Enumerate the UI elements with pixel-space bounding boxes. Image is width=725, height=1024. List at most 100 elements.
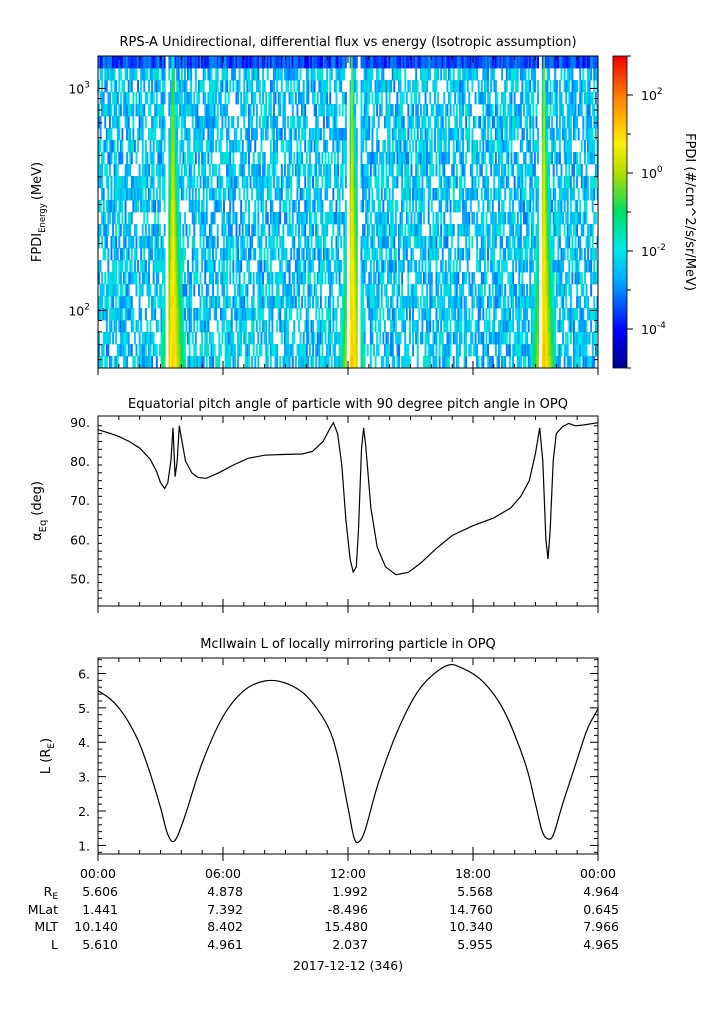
spectrogram-cell [463, 320, 466, 333]
spectrogram-cell [318, 332, 321, 345]
spectrogram-cell [430, 284, 433, 297]
spectrogram-cell [323, 116, 325, 129]
spectrogram-cell [249, 308, 252, 321]
spectrogram-cell [491, 200, 494, 213]
spectrogram-cell [154, 284, 157, 297]
spectrogram-cell [341, 356, 344, 368]
spectrogram-cell [238, 296, 241, 309]
spectrogram-cell [179, 272, 182, 285]
spectrogram-cell [493, 236, 496, 249]
spectrogram-cell [116, 128, 119, 141]
spectrogram-cell [168, 332, 171, 345]
spectrogram-cell [394, 140, 397, 153]
spectrogram-cell [187, 272, 190, 285]
spectrogram-cell [212, 140, 215, 153]
spectrogram-cell [191, 332, 194, 345]
spectrogram-cell [468, 272, 471, 285]
spectrogram-cell [524, 176, 527, 189]
spectrogram-cell [529, 188, 532, 201]
spectrogram-cell [101, 152, 104, 165]
spectrogram-cell [329, 308, 332, 321]
spectrogram-cell [549, 356, 552, 368]
spectrogram-cell [574, 128, 577, 141]
spectrogram-cell [474, 320, 477, 333]
spectrogram-cell [352, 224, 355, 237]
spectrogram-cell [548, 224, 550, 237]
spectrogram-cell [135, 152, 138, 165]
spectrogram-cell [504, 140, 507, 153]
spectrogram-cell [99, 140, 102, 153]
spectrogram-cell [333, 260, 336, 273]
spectrogram-cell [180, 116, 183, 129]
spectrogram-cell [176, 224, 179, 237]
spectrogram-cell [198, 128, 200, 141]
spectrogram-cell [444, 128, 447, 141]
spectrogram-cell [441, 116, 444, 129]
spectrogram-cell [593, 248, 596, 261]
spectrogram-cell [373, 116, 375, 129]
spectrogram-cell [168, 296, 171, 309]
spectrogram-cell [521, 320, 524, 333]
spectrogram-cell [233, 212, 236, 225]
spectrogram-cell [343, 128, 346, 141]
spectrogram-cell [426, 80, 429, 93]
spectrogram-cell [480, 188, 483, 201]
spectrogram-cell [474, 68, 477, 81]
spectrogram-cell [324, 188, 327, 201]
spectrogram-cell [210, 236, 213, 249]
spectrogram-cell [255, 164, 258, 177]
spectrogram-cell [127, 116, 130, 129]
spectrogram-cell [137, 356, 140, 368]
spectrogram-cell [402, 152, 405, 165]
spectrogram-cell [130, 296, 133, 309]
spectrogram-cell [224, 272, 227, 285]
spectrogram-cell [229, 176, 232, 189]
spectrogram-cell [449, 260, 452, 273]
spectrogram-cell [302, 260, 305, 273]
spectrogram-cell [418, 260, 421, 273]
spectrogram-cell [238, 188, 241, 201]
spectrogram-cell [190, 80, 193, 93]
spectrogram-cell [155, 188, 158, 201]
spectrogram-cell [248, 152, 250, 165]
spectrogram-cell [398, 104, 400, 117]
spectrogram-cell [526, 236, 529, 249]
spectrogram-cell [583, 176, 586, 189]
spectrogram-cell [291, 68, 294, 81]
spectrogram-cell [373, 272, 375, 285]
spectrogram-cell [435, 116, 438, 129]
spectrogram-cell [229, 200, 232, 213]
spectrogram-cell [551, 200, 554, 213]
spectrogram-cell [432, 344, 435, 357]
spectrogram-cell [588, 308, 591, 321]
spectrogram-cell [252, 104, 255, 117]
spectrogram-cell [177, 308, 180, 321]
spectrogram-cell [340, 284, 343, 297]
spectrogram-cell [587, 80, 590, 93]
spectrogram-cell [523, 188, 525, 201]
spectrogram-cell [446, 176, 449, 189]
spectrogram-cell [421, 320, 424, 333]
spectrogram-cell [518, 176, 521, 189]
spectrogram-cell [533, 296, 536, 309]
spectrogram-cell [568, 236, 571, 249]
spectrogram-cell [257, 296, 260, 309]
spectrogram-cell [516, 116, 519, 129]
spectrogram-cell [305, 236, 308, 249]
spectrogram-cell [577, 104, 580, 117]
spectrogram-cell [565, 188, 568, 201]
spectrogram-cell [544, 248, 547, 261]
spectrogram-cell [235, 80, 238, 93]
spectrogram-cell [135, 92, 138, 105]
spectrogram-cell [527, 200, 530, 213]
spectrogram-cell [149, 236, 152, 249]
spectrogram-cell [143, 68, 146, 81]
spectrogram-cell [126, 308, 129, 321]
spectrogram-cell [227, 296, 230, 309]
spectrogram-cell [441, 344, 444, 357]
spectrogram-cell [144, 272, 147, 285]
spectrogram-cell [304, 260, 307, 273]
spectrogram-cell [507, 140, 510, 153]
spectrogram-cell [491, 272, 494, 285]
spectrogram-cell [127, 80, 130, 93]
